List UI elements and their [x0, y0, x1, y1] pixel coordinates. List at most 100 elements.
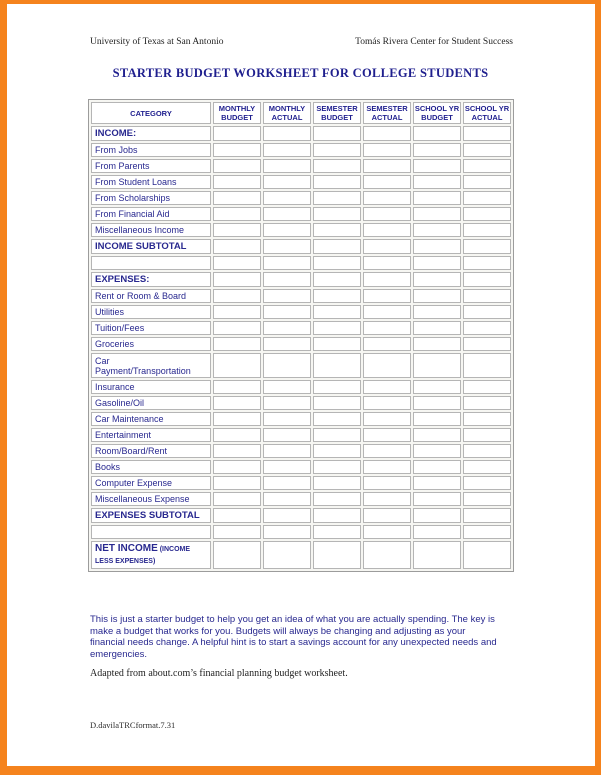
value-cell: [313, 159, 361, 173]
value-cell: [313, 272, 361, 287]
value-cell: [263, 272, 311, 287]
value-cell: [363, 380, 411, 394]
value-cell: [263, 207, 311, 221]
category-cell: EXPENSES SUBTOTAL: [91, 508, 211, 523]
frame-border-left: [0, 0, 7, 775]
table-row: INCOME SUBTOTAL: [91, 239, 511, 254]
value-cell: [463, 289, 511, 303]
value-cell: [413, 289, 461, 303]
value-cell: [363, 289, 411, 303]
table-row: Tuition/Fees: [91, 321, 511, 335]
category-cell: Entertainment: [91, 428, 211, 442]
column-header: SCHOOL YR BUDGET: [413, 102, 461, 124]
table-row: Computer Expense: [91, 476, 511, 490]
value-cell: [363, 337, 411, 351]
category-cell: From Parents: [91, 159, 211, 173]
value-cell: [263, 444, 311, 458]
value-cell: [213, 508, 261, 523]
value-cell: [213, 353, 261, 378]
value-cell: [413, 143, 461, 157]
value-cell: [263, 159, 311, 173]
value-cell: [463, 239, 511, 254]
value-cell: [263, 305, 311, 319]
notes-line: financial needs change. A helpful hint i…: [90, 637, 497, 648]
value-cell: [313, 175, 361, 189]
category-cell: Car Maintenance: [91, 412, 211, 426]
category-cell: From Financial Aid: [91, 207, 211, 221]
value-cell: [363, 126, 411, 141]
value-cell: [363, 256, 411, 270]
value-cell: [313, 353, 361, 378]
value-cell: [413, 223, 461, 237]
value-cell: [363, 396, 411, 410]
value-cell: [463, 492, 511, 506]
table-row: [91, 256, 511, 270]
value-cell: [213, 412, 261, 426]
value-cell: [213, 191, 261, 205]
table-row: EXPENSES SUBTOTAL: [91, 508, 511, 523]
value-cell: [263, 525, 311, 539]
value-cell: [263, 492, 311, 506]
column-header: MONTHLY BUDGET: [213, 102, 261, 124]
budget-table-body: INCOME: From Jobs From Parents From Student…: [91, 126, 511, 569]
table-row: Rent or Room & Board: [91, 289, 511, 303]
category-cell: Miscellaneous Income: [91, 223, 211, 237]
value-cell: [413, 159, 461, 173]
value-cell: [263, 476, 311, 490]
table-row: Room/Board/Rent: [91, 444, 511, 458]
value-cell: [213, 541, 261, 569]
category-cell: Room/Board/Rent: [91, 444, 211, 458]
value-cell: [313, 460, 361, 474]
value-cell: [213, 428, 261, 442]
value-cell: [263, 380, 311, 394]
value-cell: [213, 321, 261, 335]
category-cell: EXPENSES:: [91, 272, 211, 287]
notes-line: make a budget that works for you. Budget…: [90, 625, 466, 637]
value-cell: [313, 396, 361, 410]
notes-paragraph: This is just a starter budget to help yo…: [90, 614, 520, 660]
value-cell: [463, 143, 511, 157]
value-cell: [363, 492, 411, 506]
value-cell: [313, 256, 361, 270]
value-cell: [463, 175, 511, 189]
value-cell: [213, 289, 261, 303]
value-cell: [313, 476, 361, 490]
value-cell: [263, 256, 311, 270]
table-row: Gasoline/Oil: [91, 396, 511, 410]
value-cell: [213, 159, 261, 173]
value-cell: [263, 321, 311, 335]
value-cell: [463, 460, 511, 474]
value-cell: [363, 272, 411, 287]
value-cell: [363, 525, 411, 539]
value-cell: [463, 321, 511, 335]
value-cell: [363, 175, 411, 189]
table-row: EXPENSES:: [91, 272, 511, 287]
value-cell: [313, 289, 361, 303]
table-row: From Student Loans: [91, 175, 511, 189]
category-cell: [91, 525, 211, 539]
table-row: From Financial Aid: [91, 207, 511, 221]
value-cell: [413, 396, 461, 410]
page-title: STARTER BUDGET WORKSHEET FOR COLLEGE STU…: [112, 66, 489, 80]
table-row: Car Maintenance: [91, 412, 511, 426]
institution-name: University of Texas at San Antonio: [90, 37, 224, 47]
value-cell: [413, 337, 461, 351]
category-cell: Gasoline/Oil: [91, 396, 211, 410]
value-cell: [213, 525, 261, 539]
value-cell: [313, 207, 361, 221]
value-cell: [413, 428, 461, 442]
column-header: CATEGORY: [91, 102, 211, 124]
value-cell: [413, 207, 461, 221]
category-cell: [91, 256, 211, 270]
column-header: SCHOOL YR ACTUAL: [463, 102, 511, 124]
value-cell: [313, 191, 361, 205]
category-cell: Miscellaneous Expense: [91, 492, 211, 506]
value-cell: [213, 396, 261, 410]
category-cell: Rent or Room & Board: [91, 289, 211, 303]
value-cell: [463, 191, 511, 205]
value-cell: [263, 541, 311, 569]
table-row: Miscellaneous Expense: [91, 492, 511, 506]
category-cell: Utilities: [91, 305, 211, 319]
value-cell: [413, 412, 461, 426]
value-cell: [313, 223, 361, 237]
